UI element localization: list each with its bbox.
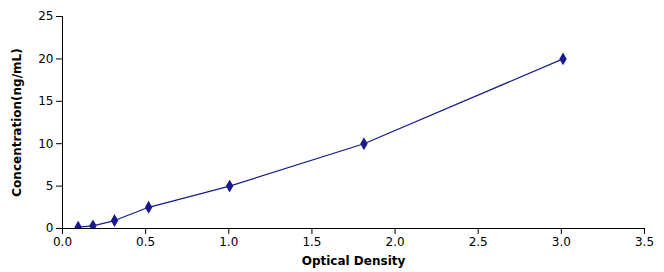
svg-text:2.0: 2.0 [386, 235, 405, 249]
svg-text:2.5: 2.5 [469, 235, 488, 249]
svg-text:10: 10 [38, 137, 53, 151]
svg-text:0: 0 [46, 221, 54, 235]
svg-text:20: 20 [38, 52, 53, 66]
svg-text:3.5: 3.5 [635, 235, 654, 249]
svg-text:Concentration(ng/mL): Concentration(ng/mL) [10, 48, 24, 196]
svg-text:1.5: 1.5 [302, 235, 321, 249]
svg-text:15: 15 [38, 94, 53, 108]
svg-text:3.0: 3.0 [552, 235, 571, 249]
svg-text:5: 5 [46, 179, 54, 193]
svg-text:25: 25 [38, 9, 53, 23]
svg-text:0.0: 0.0 [53, 235, 72, 249]
svg-text:Optical Density: Optical Density [302, 254, 406, 268]
svg-text:1.0: 1.0 [219, 235, 238, 249]
svg-text:0.5: 0.5 [136, 235, 155, 249]
